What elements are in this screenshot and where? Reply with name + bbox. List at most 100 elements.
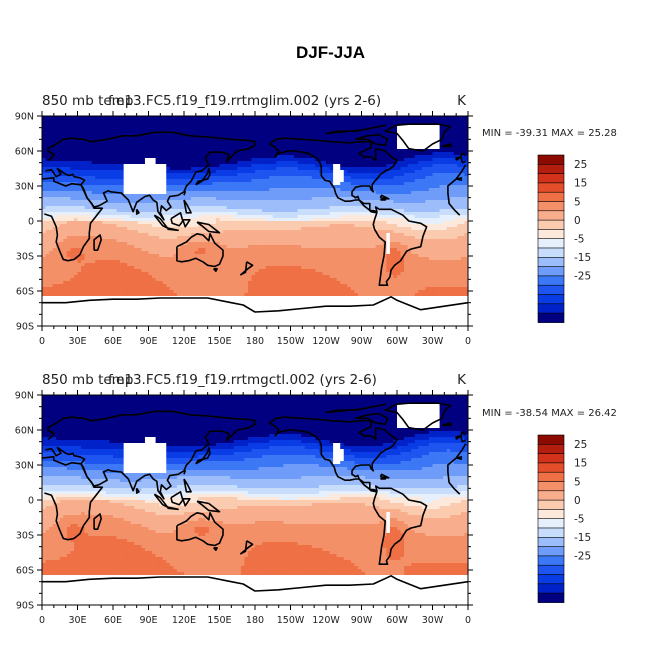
colorbar-box xyxy=(537,164,565,175)
y-tick-label: 0 xyxy=(28,217,34,228)
colorbar-box xyxy=(537,191,565,202)
x-tick-label: 150E xyxy=(207,615,231,626)
colorbar-box xyxy=(537,509,565,520)
x-tick-label: 90W xyxy=(351,615,373,626)
coastline xyxy=(167,506,179,511)
colorbar-box xyxy=(537,453,565,464)
colorbar-box xyxy=(537,275,565,286)
axis-ticks xyxy=(37,111,473,331)
min-max-label: MIN = -38.54 MAX = 26.42 xyxy=(482,408,617,419)
colorbar-box xyxy=(537,443,565,455)
colorbar-label: 0 xyxy=(574,495,581,507)
y-tick-label: 60S xyxy=(16,287,34,298)
y-tick-label: 90S xyxy=(16,601,34,612)
colorbar-box xyxy=(537,238,565,249)
colorbar-box xyxy=(537,592,565,603)
coastline xyxy=(183,470,186,475)
colorbar-label: 15 xyxy=(574,178,587,190)
coastline xyxy=(135,487,140,494)
x-tick-label: 180 xyxy=(246,615,264,626)
coastline xyxy=(176,233,224,268)
colorbar-box xyxy=(537,462,565,473)
colorbar-box xyxy=(537,284,565,296)
y-tick-label: 30N xyxy=(15,461,34,472)
coastline xyxy=(325,124,386,135)
figure-title: DJF-JJA xyxy=(296,43,365,62)
colorbar-label: -25 xyxy=(574,271,591,283)
colorbar-label: -5 xyxy=(574,514,584,526)
colorbar-box xyxy=(537,499,565,510)
x-tick-label: 150E xyxy=(207,336,231,347)
colorbar-label: 25 xyxy=(574,439,587,451)
coastline xyxy=(384,123,452,152)
coastline xyxy=(213,268,218,272)
colorbar-box xyxy=(537,312,565,323)
coastline xyxy=(268,416,398,481)
colorbar-box xyxy=(537,219,565,230)
coastline xyxy=(135,208,140,215)
coastline xyxy=(183,478,192,493)
coastline xyxy=(196,500,221,513)
coastline xyxy=(41,456,463,541)
left-title: 850 mb temp xyxy=(42,93,133,109)
run-title: f.e13.FC5.f19_f19.rrtmglim.002 (yrs 2-6) xyxy=(108,93,381,109)
colorbar-label: -15 xyxy=(574,532,591,544)
colorbar-label: -15 xyxy=(574,252,591,264)
colorbar-box xyxy=(537,583,565,594)
colorbar-label: 5 xyxy=(574,476,581,488)
coastline xyxy=(455,435,462,440)
x-tick-label: 0 xyxy=(465,336,471,347)
y-tick-label: 90N xyxy=(15,112,34,123)
colorbar-box xyxy=(537,536,565,548)
run-title: f.e13.FC5.f19_f19.rrtmgctl.002 (yrs 2-6) xyxy=(108,372,377,388)
colorbar-box xyxy=(537,201,565,212)
x-tick-label: 30W xyxy=(422,336,444,347)
x-tick-label: 180 xyxy=(246,336,264,347)
coastline xyxy=(93,513,102,530)
colorbar-label: 0 xyxy=(574,215,581,227)
coastline xyxy=(358,478,428,565)
y-tick-label: 30S xyxy=(16,531,34,542)
colorbar-box xyxy=(537,527,565,538)
x-tick-label: 90W xyxy=(351,336,373,347)
coastlines xyxy=(41,402,469,592)
coastline xyxy=(183,199,192,214)
colorbar-box xyxy=(537,434,565,445)
coastline xyxy=(325,403,386,414)
colorbar-label: 5 xyxy=(574,196,581,208)
colorbar-box xyxy=(537,303,565,314)
colorbar-box xyxy=(537,294,565,305)
x-tick-label: 150W xyxy=(277,615,305,626)
colorbar-box xyxy=(537,546,565,557)
coastline xyxy=(170,491,184,506)
x-tick-label: 60E xyxy=(104,615,122,626)
y-tick-label: 0 xyxy=(28,496,34,507)
coastline xyxy=(42,296,469,313)
x-tick-label: 30E xyxy=(68,336,86,347)
units-label: K xyxy=(457,372,467,388)
coastline xyxy=(213,547,218,551)
colorbar-label: 25 xyxy=(574,159,587,171)
x-tick-label: 0 xyxy=(39,615,45,626)
colorbar-box xyxy=(537,229,565,240)
units-label: K xyxy=(457,93,467,109)
coastline xyxy=(441,422,453,427)
coastline xyxy=(380,196,388,201)
coastline xyxy=(460,431,467,443)
min-max-label: MIN = -39.31 MAX = 25.28 xyxy=(482,128,617,139)
x-tick-label: 60W xyxy=(386,336,408,347)
coastline xyxy=(196,221,221,234)
temperature-field xyxy=(42,116,469,327)
x-tick-label: 0 xyxy=(39,336,45,347)
colorbar-box xyxy=(537,471,565,483)
x-tick-label: 120E xyxy=(172,615,196,626)
coastline xyxy=(182,219,191,228)
coastline xyxy=(167,227,179,232)
x-tick-label: 90E xyxy=(139,336,157,347)
coastline xyxy=(170,212,184,227)
y-tick-label: 30S xyxy=(16,252,34,263)
coastline xyxy=(41,177,463,262)
coastline xyxy=(182,498,191,507)
